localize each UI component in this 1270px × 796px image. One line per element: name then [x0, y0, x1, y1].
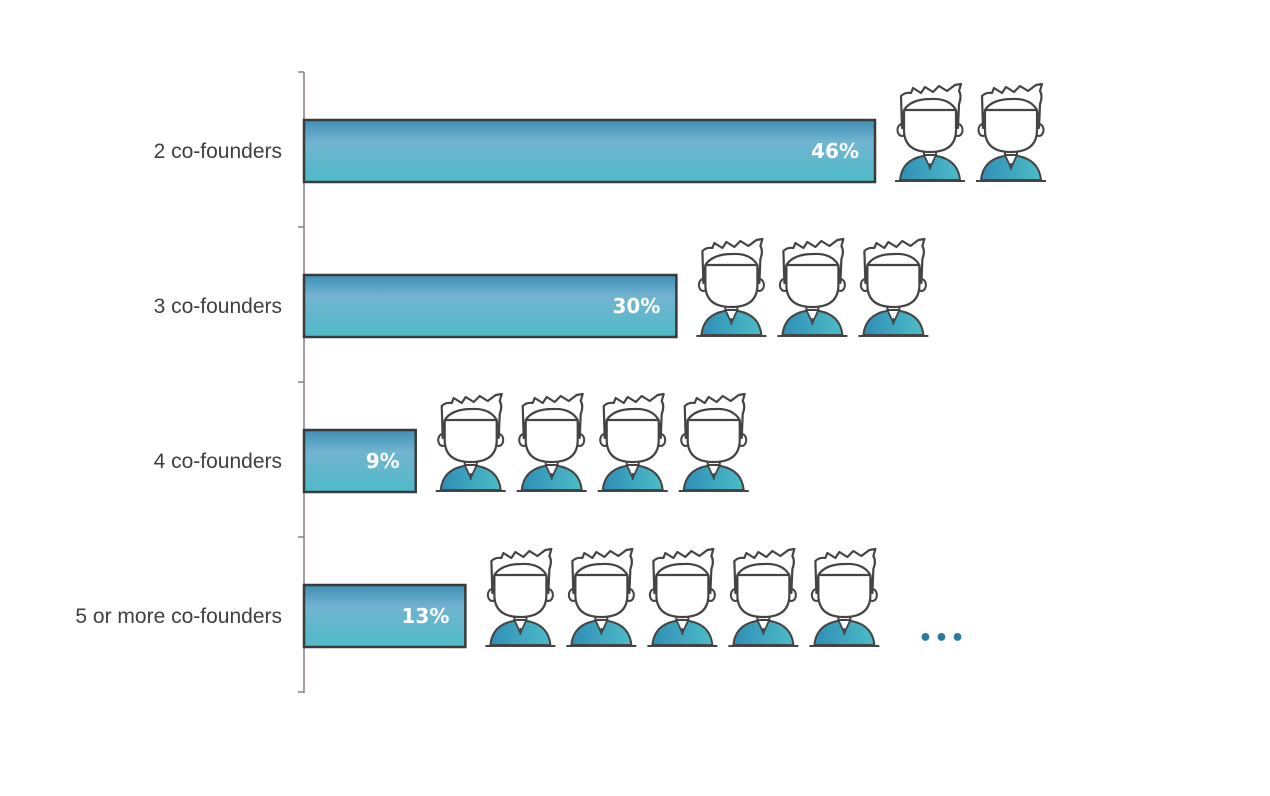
founder-icon [516, 392, 587, 492]
value-label: 9% [366, 449, 400, 473]
value-label: 30% [613, 294, 661, 318]
bar [302, 583, 467, 649]
founder-icon [678, 392, 749, 492]
bar [302, 428, 417, 494]
founder-icon [728, 547, 799, 647]
founder-icon [597, 392, 668, 492]
bar [302, 273, 678, 339]
founder-icon [696, 237, 767, 337]
value-label: 46% [811, 139, 859, 163]
founder-icon [809, 547, 880, 647]
category-label: 4 co-founders [154, 450, 282, 473]
founder-icon [976, 82, 1046, 182]
founder-icon [647, 547, 718, 647]
founder-icon [777, 237, 848, 337]
founder-icon [485, 547, 556, 647]
category-label: 3 co-founders [154, 295, 282, 318]
founder-icon [858, 237, 929, 337]
founder-icon [566, 547, 637, 647]
founder-icon [435, 392, 506, 492]
category-label: 2 co-founders [154, 140, 282, 163]
category-label: 5 or more co-founders [75, 605, 282, 628]
founder-icon [895, 82, 965, 182]
more-founders-ellipsis: ••• [918, 626, 966, 651]
value-label: 13% [401, 604, 449, 628]
bar [302, 118, 877, 184]
